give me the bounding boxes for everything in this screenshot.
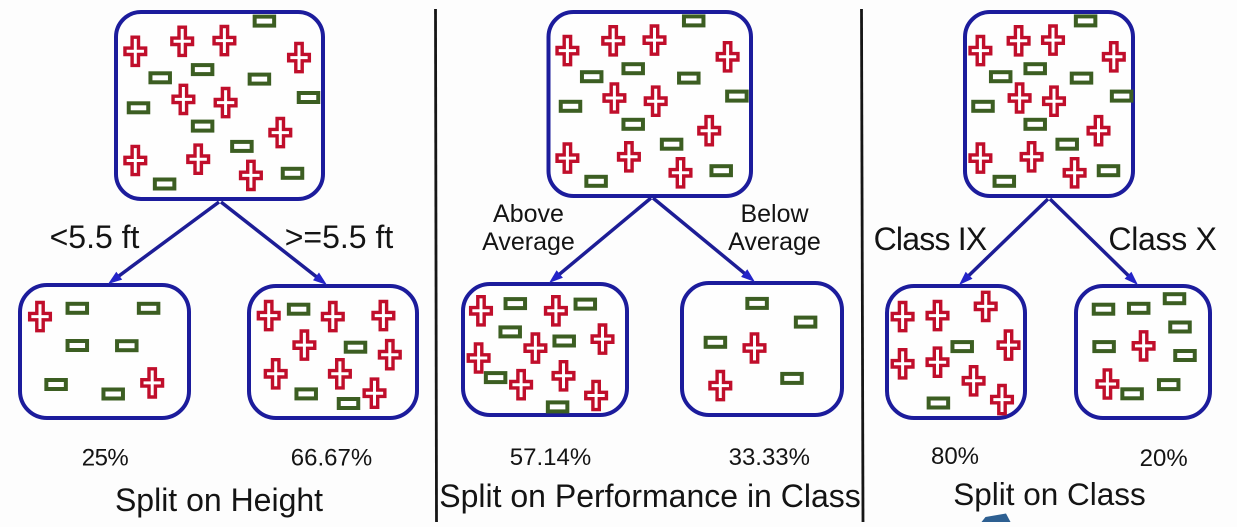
svg-text:Class IX: Class IX <box>874 221 987 257</box>
svg-text:Split on Performance in Class: Split on Performance in Class <box>439 478 861 514</box>
svg-text:Average: Average <box>728 228 821 256</box>
svg-text:Average: Average <box>482 228 575 256</box>
svg-text:66.67%: 66.67% <box>291 445 372 472</box>
svg-text:<5.5 ft: <5.5 ft <box>50 219 140 255</box>
svg-text:57.14%: 57.14% <box>510 444 591 471</box>
svg-text:Split on Height: Split on Height <box>115 482 323 518</box>
svg-text:Above: Above <box>493 200 564 228</box>
svg-text:Class X: Class X <box>1108 221 1216 257</box>
svg-text:25%: 25% <box>82 445 129 472</box>
svg-text:20%: 20% <box>1140 445 1188 472</box>
svg-text:80%: 80% <box>931 443 979 470</box>
svg-text:>=5.5 ft: >=5.5 ft <box>285 219 394 255</box>
svg-text:Below: Below <box>740 200 809 228</box>
svg-text:Split on Class: Split on Class <box>953 476 1146 512</box>
svg-text:33.33%: 33.33% <box>729 444 810 471</box>
